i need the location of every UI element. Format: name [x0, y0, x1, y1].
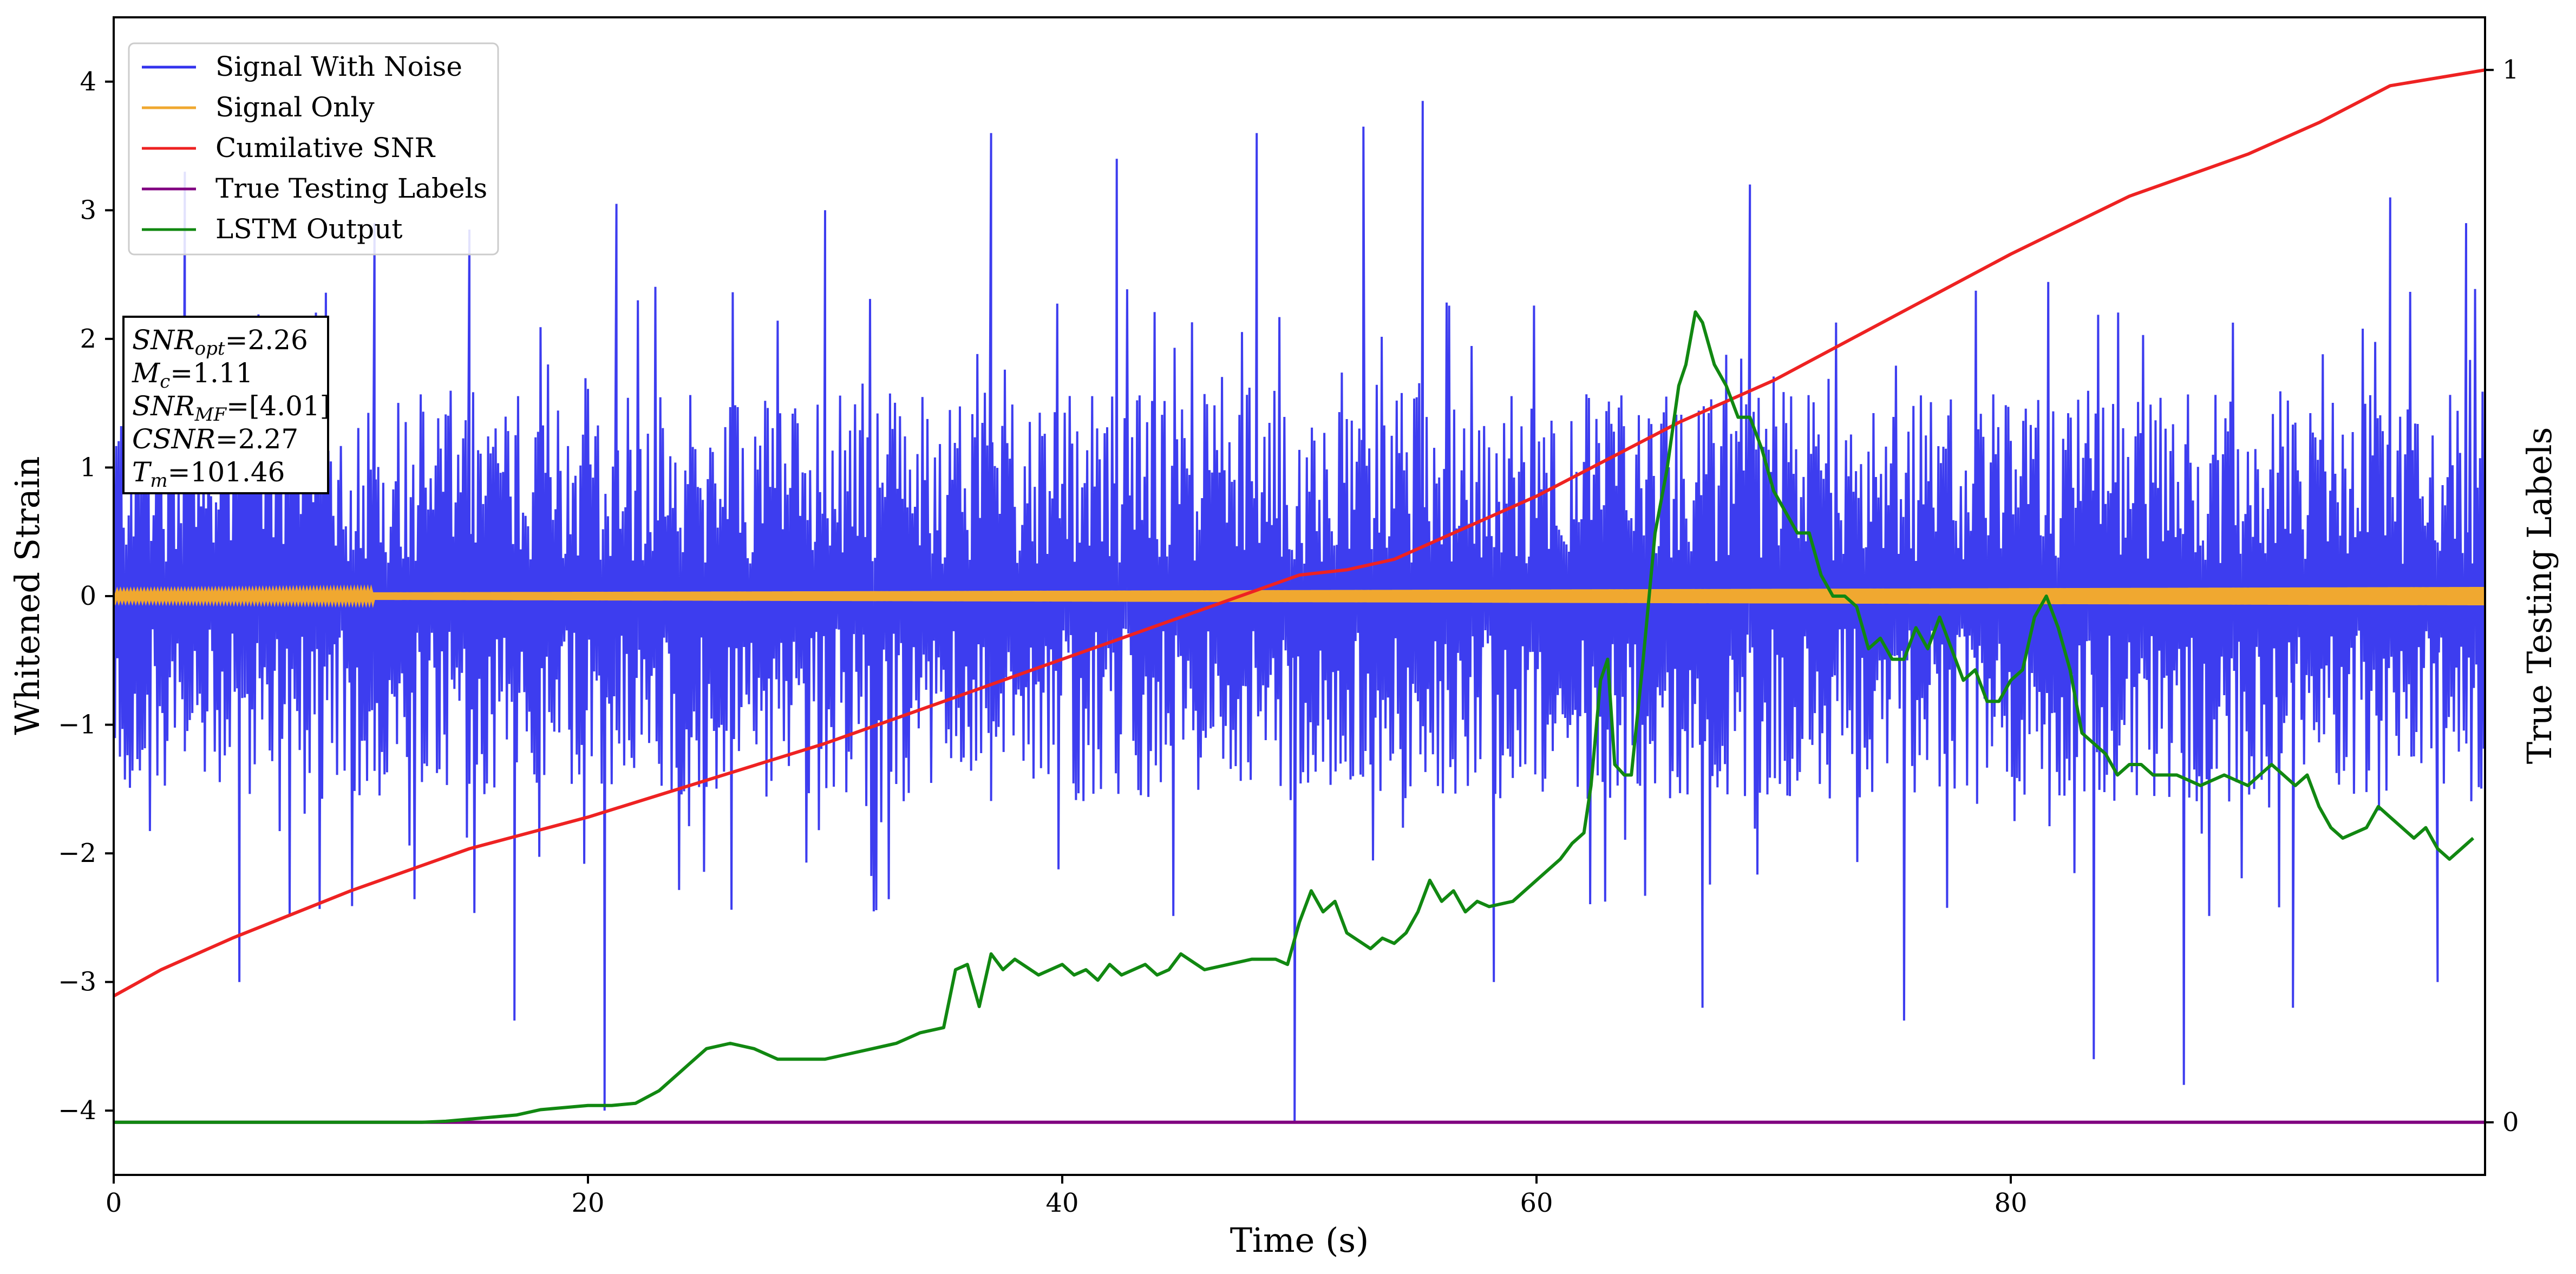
x-axis-ticks: 0 20 40 60 80	[106, 1175, 2028, 1218]
series-layer	[114, 68, 2485, 1124]
annotation-frame	[122, 316, 329, 494]
y-tick-label: −1	[58, 710, 96, 740]
annotation-line: SNRopt=2.26	[132, 324, 308, 360]
x-tick-label: 20	[571, 1188, 604, 1218]
plot-area	[114, 68, 2485, 1124]
annotation-line: Tm=101.46	[132, 456, 285, 492]
right-y-axis-ticks: 01	[2485, 55, 2519, 1138]
y-tick-label: 4	[80, 67, 96, 97]
annotation-box: SNRopt=2.26Mc=1.11SNRMF=[4.01]CSNR=2.27T…	[122, 316, 330, 494]
x-tick-label: 80	[1994, 1188, 2027, 1218]
y-tick-label: 3	[80, 195, 96, 225]
right-y-tick-label: 0	[2502, 1107, 2519, 1138]
legend-box	[128, 42, 499, 256]
right-y-axis-label: True Testing Labels	[2520, 427, 2559, 765]
series-lstm-output	[114, 310, 2475, 1124]
annotation-line: Mc=1.11	[132, 357, 253, 393]
legend-label-signal-with-noise: Signal With Noise	[215, 51, 462, 82]
series-cumulative-snr	[114, 68, 2485, 998]
x-tick-label: 40	[1045, 1188, 1078, 1218]
y-tick-label: −4	[58, 1095, 96, 1126]
legend-label-signal-only: Signal Only	[215, 92, 375, 123]
y-tick-label: 2	[80, 324, 96, 354]
legend-label-cumulative-snr: Cumilative SNR	[215, 132, 435, 164]
x-tick-label: 0	[106, 1188, 122, 1218]
y-axis-ticks: −4 −3 −2 −1 0 1 2 3 4	[58, 67, 114, 1126]
y-tick-label: −3	[58, 967, 96, 997]
annotation-lines: SNRopt=2.26Mc=1.11SNRMF=[4.01]CSNR=2.27T…	[132, 324, 330, 492]
y-axis-label: Whitened Strain	[8, 456, 47, 735]
right-y-tick-label: 1	[2502, 55, 2519, 85]
series-signal-only	[114, 584, 2485, 608]
annotation-line: SNRMF=[4.01]	[132, 390, 330, 426]
annotation-line: CSNR=2.27	[132, 423, 298, 455]
legend-label-true-testing-labels: True Testing Labels	[215, 173, 487, 204]
legend-label-lstm-output: LSTM Output	[215, 213, 402, 245]
y-tick-label: −2	[58, 838, 96, 868]
legend: Signal With Noise Signal Only Cumilative…	[128, 42, 499, 256]
x-tick-label: 60	[1520, 1188, 1553, 1218]
y-tick-label: 1	[80, 452, 96, 482]
y-tick-label: 0	[80, 581, 96, 611]
x-axis-label: Time (s)	[1230, 1220, 1369, 1260]
